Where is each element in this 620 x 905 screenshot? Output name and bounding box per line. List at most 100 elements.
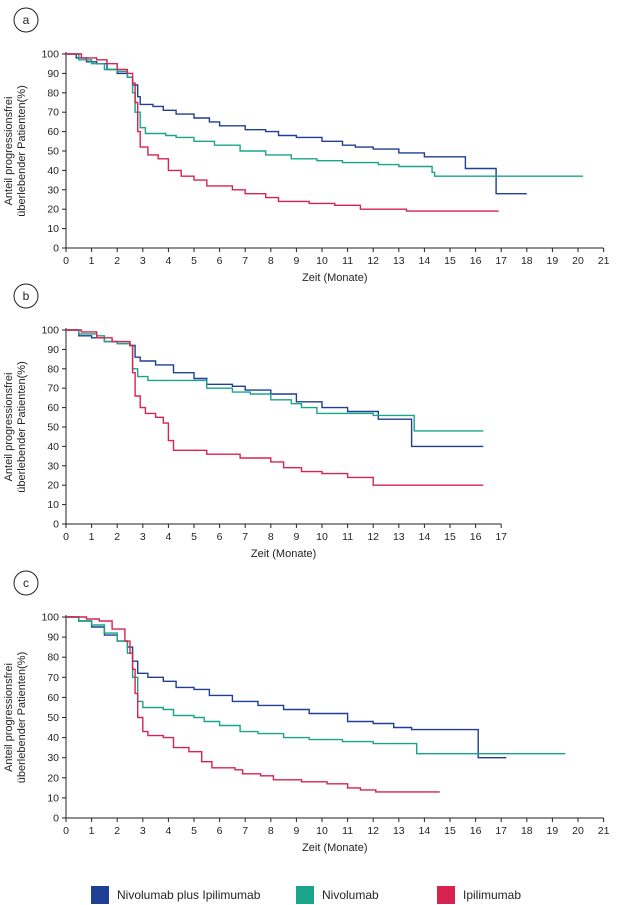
- panel-label: c: [23, 576, 29, 590]
- x-tick-label: 7: [242, 255, 248, 267]
- series-line-ipilimumab: [66, 616, 440, 793]
- x-tick-label: 9: [293, 825, 299, 837]
- x-tick-label: 6: [217, 531, 223, 543]
- x-tick-label: 16: [470, 255, 482, 267]
- x-tick-label: 10: [316, 825, 328, 837]
- y-tick-label: 10: [47, 792, 59, 804]
- x-tick-label: 21: [598, 255, 610, 267]
- x-tick-label: 3: [140, 825, 146, 837]
- x-tick-label: 2: [114, 531, 120, 543]
- y-axis-title-line: Anteil progressionsfrei: [3, 97, 15, 206]
- x-tick-label: 19: [547, 255, 559, 267]
- x-tick-label: 6: [217, 255, 223, 267]
- x-tick-label: 19: [547, 825, 559, 837]
- panel-badge-circle: [13, 283, 39, 309]
- x-tick-label: 7: [242, 825, 248, 837]
- y-tick-label: 70: [47, 672, 59, 684]
- y-tick-label: 30: [47, 460, 59, 472]
- y-tick-label: 20: [47, 204, 59, 216]
- y-tick-label: 30: [47, 752, 59, 764]
- panel-badge-circle: [13, 7, 39, 33]
- x-tick-label: 6: [217, 825, 223, 837]
- y-tick-label: 50: [47, 712, 59, 724]
- x-tick-label: 4: [165, 255, 171, 267]
- x-tick-label: 15: [444, 825, 456, 837]
- x-tick-label: 5: [191, 825, 197, 837]
- legend-swatch: [91, 886, 109, 904]
- x-tick-label: 1: [89, 825, 95, 837]
- x-tick-label: 1: [89, 531, 95, 543]
- y-axis-title-line: Anteil progressionsfrei: [3, 373, 15, 482]
- x-tick-label: 21: [598, 825, 610, 837]
- series-line-ipilimumab: [66, 329, 484, 486]
- y-tick-label: 10: [47, 223, 59, 235]
- x-tick-label: 4: [165, 531, 171, 543]
- y-tick-label: 50: [47, 422, 59, 434]
- x-tick-label: 13: [393, 255, 405, 267]
- x-tick-label: 18: [521, 825, 533, 837]
- legend-swatch: [296, 886, 314, 904]
- y-tick-label: 100: [41, 612, 59, 624]
- y-tick-label: 30: [47, 184, 59, 196]
- x-tick-label: 2: [114, 825, 120, 837]
- x-tick-label: 13: [393, 825, 405, 837]
- y-axis-title-line: überlebender Patienten(%): [16, 652, 28, 783]
- x-tick-label: 3: [140, 255, 146, 267]
- y-axis-title-line: Anteil progressionsfrei: [3, 663, 15, 772]
- y-tick-label: 0: [53, 243, 59, 255]
- y-axis-title-line: überlebender Patienten(%): [16, 361, 28, 492]
- x-tick-label: 1: [89, 255, 95, 267]
- y-tick-label: 50: [47, 146, 59, 158]
- series-line-ipilimumab: [66, 53, 499, 212]
- legend-label: Nivolumab: [322, 888, 379, 902]
- y-tick-label: 90: [47, 344, 59, 356]
- x-tick-label: 11: [342, 255, 353, 267]
- y-tick-label: 90: [47, 632, 59, 644]
- panel-badge-circle: [13, 570, 39, 596]
- x-tick-label: 3: [140, 531, 146, 543]
- y-tick-label: 0: [53, 519, 59, 531]
- x-tick-label: 5: [191, 255, 197, 267]
- y-tick-label: 90: [47, 68, 59, 80]
- x-tick-label: 8: [268, 825, 274, 837]
- y-tick-label: 80: [47, 652, 59, 664]
- legend-swatch: [437, 886, 455, 904]
- x-tick-label: 0: [63, 255, 69, 267]
- y-tick-label: 70: [47, 383, 59, 395]
- x-tick-label: 17: [495, 531, 507, 543]
- x-tick-label: 18: [521, 255, 533, 267]
- x-tick-label: 15: [444, 531, 456, 543]
- series-line-nivolumab: [66, 53, 584, 177]
- x-tick-label: 0: [63, 825, 69, 837]
- x-axis-title: Zeit (Monate): [251, 548, 316, 560]
- x-tick-label: 20: [572, 255, 584, 267]
- y-tick-label: 80: [47, 363, 59, 375]
- y-tick-label: 40: [47, 165, 59, 177]
- x-tick-label: 20: [572, 825, 584, 837]
- y-tick-label: 80: [47, 87, 59, 99]
- legend-label: Ipilimumab: [463, 888, 521, 902]
- y-tick-label: 100: [41, 325, 59, 337]
- x-tick-label: 11: [342, 531, 353, 543]
- y-tick-label: 20: [47, 772, 59, 784]
- x-tick-label: 12: [367, 825, 379, 837]
- series-line-nivolumab-plus-ipilimumab: [66, 53, 527, 195]
- x-tick-label: 9: [293, 531, 299, 543]
- x-tick-label: 7: [242, 531, 248, 543]
- y-tick-label: 100: [41, 49, 59, 61]
- x-tick-label: 14: [419, 531, 431, 543]
- y-tick-label: 0: [53, 813, 59, 825]
- y-tick-label: 60: [47, 402, 59, 414]
- x-tick-label: 12: [367, 531, 379, 543]
- x-tick-label: 15: [444, 255, 456, 267]
- x-axis-title: Zeit (Monate): [302, 272, 367, 284]
- y-tick-label: 20: [47, 480, 59, 492]
- x-tick-label: 2: [114, 255, 120, 267]
- x-tick-label: 8: [268, 255, 274, 267]
- y-tick-label: 40: [47, 732, 59, 744]
- legend-label: Nivolumab plus Ipilimumab: [117, 888, 261, 902]
